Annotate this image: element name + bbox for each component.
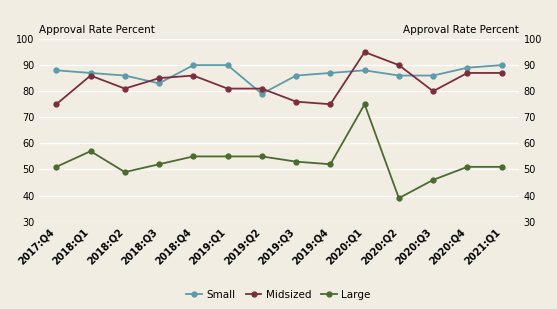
Midsized — [156, 76, 163, 80]
Large — [464, 165, 471, 169]
Midsized — [464, 71, 471, 75]
Text: Approval Rate Percent: Approval Rate Percent — [403, 25, 519, 35]
Midsized — [121, 87, 128, 91]
Midsized — [258, 87, 265, 91]
Midsized — [53, 102, 60, 106]
Small — [53, 69, 60, 72]
Large — [87, 149, 94, 153]
Small — [395, 74, 402, 78]
Small — [499, 63, 505, 67]
Midsized — [87, 74, 94, 78]
Midsized — [224, 87, 231, 91]
Large — [430, 178, 437, 182]
Line: Midsized: Midsized — [54, 50, 504, 107]
Small — [464, 66, 471, 70]
Midsized — [430, 89, 437, 93]
Small — [258, 92, 265, 96]
Large — [156, 163, 163, 166]
Small — [430, 74, 437, 78]
Large — [121, 170, 128, 174]
Small — [293, 74, 300, 78]
Small — [190, 63, 197, 67]
Midsized — [499, 71, 505, 75]
Large — [293, 160, 300, 163]
Small — [327, 71, 334, 75]
Large — [395, 196, 402, 200]
Small — [224, 63, 231, 67]
Line: Small: Small — [54, 63, 504, 96]
Large — [224, 154, 231, 158]
Large — [53, 165, 60, 169]
Legend: Small, Midsized, Large: Small, Midsized, Large — [182, 286, 375, 304]
Midsized — [361, 50, 368, 54]
Midsized — [327, 102, 334, 106]
Large — [499, 165, 505, 169]
Small — [361, 69, 368, 72]
Midsized — [293, 100, 300, 104]
Midsized — [395, 63, 402, 67]
Text: Approval Rate Percent: Approval Rate Percent — [39, 25, 155, 35]
Small — [121, 74, 128, 78]
Large — [361, 102, 368, 106]
Small — [87, 71, 94, 75]
Large — [258, 154, 265, 158]
Line: Large: Large — [54, 102, 504, 201]
Large — [327, 163, 334, 166]
Small — [156, 82, 163, 85]
Large — [190, 154, 197, 158]
Midsized — [190, 74, 197, 78]
